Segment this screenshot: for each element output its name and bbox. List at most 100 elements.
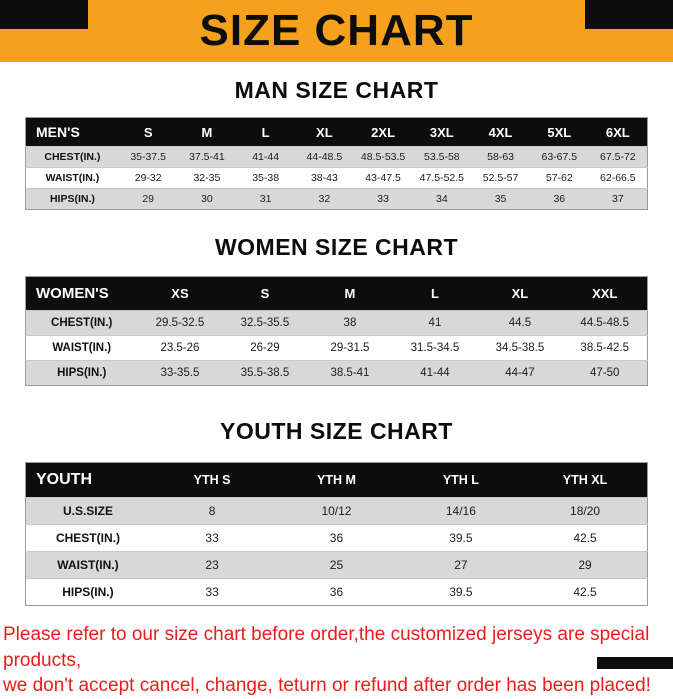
table-header-row: MEN'S S M L XL 2XL 3XL 4XL 5XL 6XL: [25, 117, 648, 147]
table-cell: 38.5-41: [330, 367, 370, 379]
footer-line-2: we don't accept cancel, change, teturn o…: [3, 675, 651, 697]
table-corner-label: WOMEN'S: [36, 285, 109, 302]
table-cell: 43-47.5: [365, 172, 401, 184]
table-cell: 47-50: [590, 367, 620, 379]
section-title-youth: YOUTH SIZE CHART: [220, 418, 453, 444]
table-cell: 37.5-41: [189, 151, 225, 163]
column-header: 4XL: [488, 124, 513, 140]
table-cell: 14/16: [445, 504, 476, 518]
column-header: YTH M: [317, 473, 356, 487]
corner-block-bottom-right: [597, 657, 673, 669]
corner-block-top-right: [585, 0, 673, 29]
column-header: 5XL: [547, 124, 572, 140]
table-cell: 48.5-53.5: [360, 151, 406, 163]
table-cell: 41-44: [420, 367, 450, 379]
table-header-row: WOMEN'S XS S M L XL XXL: [25, 276, 648, 311]
table-cell: 31.5-34.5: [410, 342, 460, 354]
table-cell: 67.5-72: [600, 151, 636, 163]
table-cell: 33-35.5: [160, 367, 200, 379]
column-header: XS: [171, 286, 189, 301]
table-cell: 23: [205, 558, 219, 572]
table-cell: 34.5-38.5: [495, 342, 545, 354]
table-cell: 32-35: [193, 172, 221, 184]
table-cell: 29: [578, 558, 592, 572]
column-header: S: [143, 124, 153, 140]
table-cell: 25: [329, 558, 344, 572]
table-row: WAIST(IN.) 29-32 32-35 35-38 38-43 43-47.5 47.…: [25, 167, 648, 189]
column-header: 6XL: [605, 124, 630, 140]
table-corner-label: MEN'S: [36, 124, 80, 140]
row-label: CHEST(IN.): [44, 151, 101, 163]
table-cell: 53.5-58: [424, 151, 460, 163]
table-row: WAIST(IN.) 23.5-26 26-29 29-31.5 31.5-34.5 34…: [25, 335, 648, 361]
table-cell: 35-37.5: [130, 151, 166, 163]
table-cell: 52.5-57: [482, 172, 519, 184]
table-cell: 26-29: [250, 342, 280, 354]
column-header: L: [430, 286, 439, 301]
section-title-women: WOMEN SIZE CHART: [214, 234, 459, 260]
column-header: S: [260, 286, 270, 301]
women-size-section: WOMEN SIZE CHART WOMEN'S XS S M L XL XXL CHEST(…: [0, 234, 673, 386]
youth-size-table: YOUTH YTH S YTH M YTH L YTH XL U.S.SIZE 8 10/12…: [25, 462, 648, 606]
column-header: L: [261, 124, 270, 140]
row-label: WAIST(IN.): [57, 558, 119, 572]
row-label: HIPS(IN.): [62, 585, 114, 599]
page-title: SIZE CHART: [199, 6, 474, 55]
table-cell: 57-62: [545, 172, 573, 184]
table-row: HIPS(IN.) 33-35.5 35.5-38.5 38.5-41 41-44 44-…: [25, 360, 648, 386]
table-cell: 32: [318, 193, 331, 205]
table-cell: 44-48.5: [306, 151, 343, 163]
table-row: CHEST(IN.) 29.5-32.5 32.5-35.5 38 41 44.5 44.5…: [25, 310, 648, 336]
table-corner-label: YOUTH: [36, 471, 92, 488]
table-cell: 38-43: [310, 172, 338, 184]
table-cell: 62-66.5: [600, 172, 636, 184]
column-header: YTH S: [193, 473, 231, 487]
table-cell: 38: [343, 317, 357, 329]
column-header: XL: [316, 124, 333, 140]
table-cell: 41-44: [252, 151, 280, 163]
table-cell: 39.5: [449, 531, 473, 545]
table-cell: 34: [435, 193, 448, 205]
row-label: U.S.SIZE: [62, 504, 113, 518]
table-cell: 33: [205, 585, 219, 599]
table-cell: 39.5: [449, 585, 473, 599]
table-cell: 42.5: [573, 531, 597, 545]
table-cell: 27: [454, 558, 468, 572]
table-cell: 58-63: [487, 151, 514, 163]
table-cell: 42.5: [573, 585, 597, 599]
footer-line-1: Please refer to our size chart before or…: [3, 624, 650, 671]
table-cell: 29-31.5: [330, 342, 370, 354]
women-size-table: WOMEN'S XS S M L XL XXL CHEST(IN.) 29.5-32.5 32.5…: [25, 276, 648, 386]
table-header-row: YOUTH YTH S YTH M YTH L YTH XL: [25, 462, 648, 498]
row-label: HIPS(IN.): [49, 193, 95, 205]
table-cell: 47.5-52.5: [419, 172, 465, 184]
table-cell: 23.5-26: [160, 342, 200, 354]
table-cell: 35: [494, 193, 507, 205]
table-cell: 35-38: [252, 172, 280, 184]
table-cell: 18/20: [570, 504, 601, 518]
banner: SIZE CHART: [0, 0, 673, 62]
table-cell: 29.5-32.5: [155, 317, 205, 329]
table-cell: 8: [208, 504, 216, 518]
table-cell: 36: [329, 531, 344, 545]
row-label: WAIST(IN.): [45, 172, 100, 184]
row-label: CHEST(IN.): [55, 531, 120, 545]
section-title-men: MAN SIZE CHART: [234, 77, 439, 103]
table-cell: 44.5-48.5: [580, 317, 630, 329]
table-row: HIPS(IN.) 33 36 39.5 42.5: [25, 578, 648, 606]
table-cell: 63-67.5: [541, 151, 578, 163]
table-cell: 30: [201, 193, 213, 205]
table-cell: 44-47: [505, 367, 535, 379]
table-cell: 33: [205, 531, 219, 545]
table-cell: 38.5-42.5: [580, 342, 630, 354]
table-cell: 44.5: [508, 317, 532, 329]
column-header: M: [201, 124, 213, 140]
table-cell: 29-32: [134, 172, 162, 184]
corner-block-top-left: [0, 0, 88, 29]
row-label: WAIST(IN.): [52, 342, 112, 354]
youth-size-section: YOUTH SIZE CHART YOUTH YTH S YTH M YTH L YTH…: [0, 418, 673, 606]
row-label: CHEST(IN.): [51, 317, 113, 329]
column-header: XL: [511, 286, 529, 301]
table-row: CHEST(IN.) 35-37.5 37.5-41 41-44 44-48.5 48.5…: [25, 146, 648, 168]
